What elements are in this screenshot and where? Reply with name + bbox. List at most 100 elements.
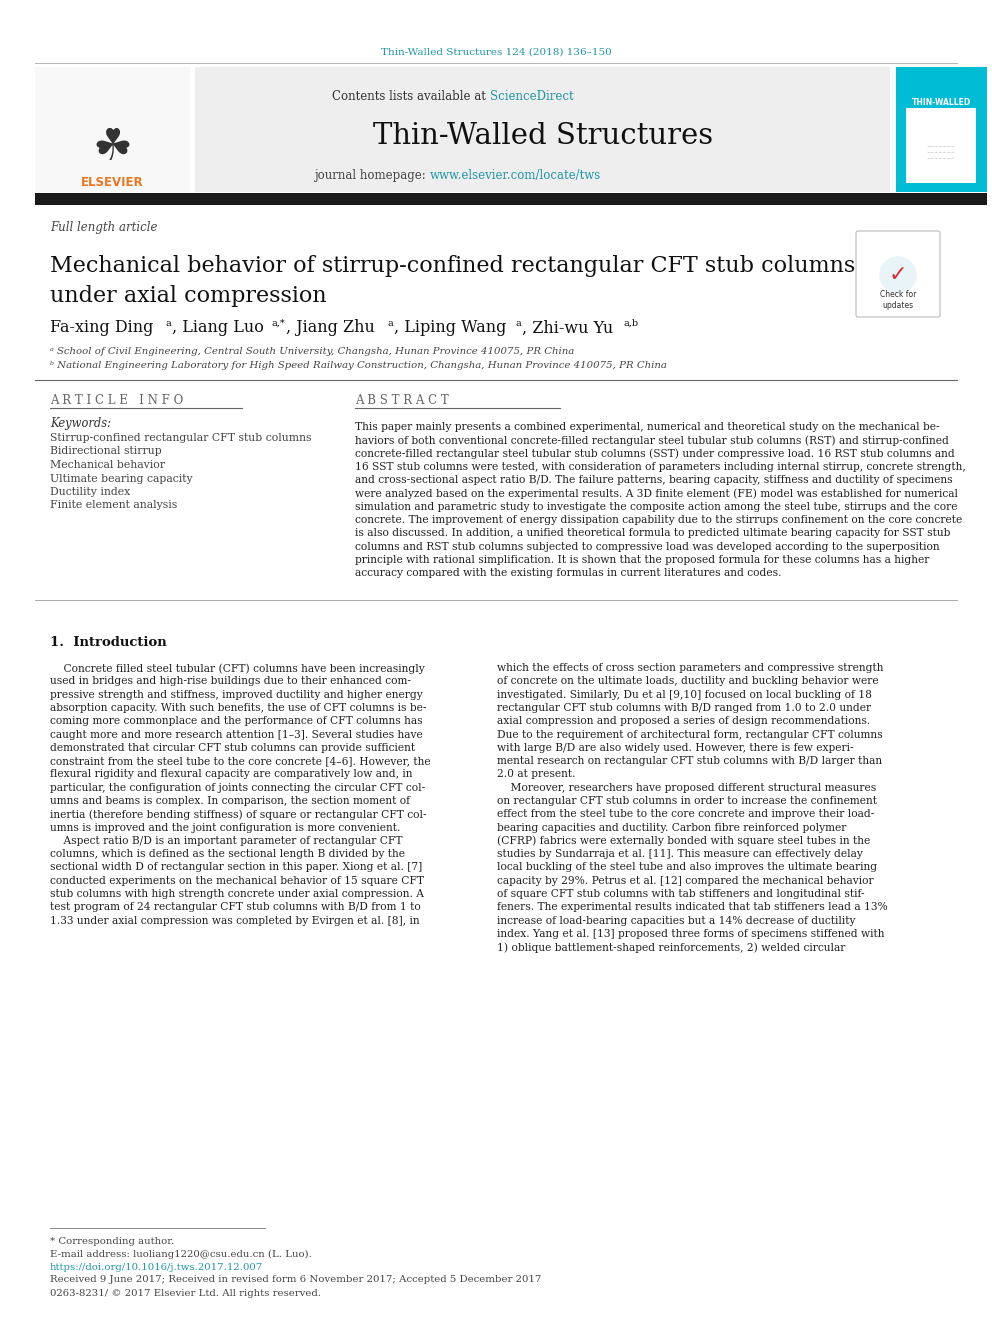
Text: bearing capacities and ductility. Carbon fibre reinforced polymer: bearing capacities and ductility. Carbon… bbox=[497, 823, 846, 832]
Text: and cross-sectional aspect ratio B/D. The failure patterns, bearing capacity, st: and cross-sectional aspect ratio B/D. Th… bbox=[355, 475, 952, 486]
Text: umns is improved and the joint configuration is more convenient.: umns is improved and the joint configura… bbox=[50, 823, 401, 832]
Text: 0263-8231/ © 2017 Elsevier Ltd. All rights reserved.: 0263-8231/ © 2017 Elsevier Ltd. All righ… bbox=[50, 1289, 321, 1298]
FancyBboxPatch shape bbox=[896, 67, 987, 192]
Text: absorption capacity. With such benefits, the use of CFT columns is be-: absorption capacity. With such benefits,… bbox=[50, 703, 427, 713]
Text: particular, the configuration of joints connecting the circular CFT col-: particular, the configuration of joints … bbox=[50, 783, 426, 792]
Text: 1.33 under axial compression was completed by Evirgen et al. [8], in: 1.33 under axial compression was complet… bbox=[50, 916, 420, 926]
Text: www.elsevier.com/locate/tws: www.elsevier.com/locate/tws bbox=[430, 168, 601, 181]
Text: Keywords:: Keywords: bbox=[50, 418, 111, 430]
FancyBboxPatch shape bbox=[35, 67, 190, 192]
Text: flexural rigidity and flexural capacity are comparatively low and, in: flexural rigidity and flexural capacity … bbox=[50, 770, 413, 779]
Text: Bidirectional stirrup: Bidirectional stirrup bbox=[50, 446, 162, 456]
Text: Finite element analysis: Finite element analysis bbox=[50, 500, 178, 511]
Text: of concrete on the ultimate loads, ductility and buckling behavior were: of concrete on the ultimate loads, ducti… bbox=[497, 676, 879, 687]
Text: ELSEVIER: ELSEVIER bbox=[80, 176, 143, 189]
Text: investigated. Similarly, Du et al [9,10] focused on local buckling of 18: investigated. Similarly, Du et al [9,10]… bbox=[497, 689, 872, 700]
Text: ✓: ✓ bbox=[889, 265, 908, 284]
Text: A B S T R A C T: A B S T R A C T bbox=[355, 393, 448, 406]
Text: , Zhi-wu Yu: , Zhi-wu Yu bbox=[522, 319, 613, 336]
FancyBboxPatch shape bbox=[35, 193, 987, 205]
Text: Ductility index: Ductility index bbox=[50, 487, 130, 497]
Text: Mechanical behavior: Mechanical behavior bbox=[50, 460, 165, 470]
Text: ☘: ☘ bbox=[92, 127, 132, 169]
Text: https://doi.org/10.1016/j.tws.2017.12.007: https://doi.org/10.1016/j.tws.2017.12.00… bbox=[50, 1262, 263, 1271]
Text: index. Yang et al. [13] proposed three forms of specimens stiffened with: index. Yang et al. [13] proposed three f… bbox=[497, 929, 885, 939]
Text: 2.0 at present.: 2.0 at present. bbox=[497, 770, 575, 779]
Text: Contents lists available at: Contents lists available at bbox=[332, 90, 490, 103]
Text: A R T I C L E   I N F O: A R T I C L E I N F O bbox=[50, 393, 184, 406]
Text: This paper mainly presents a combined experimental, numerical and theoretical st: This paper mainly presents a combined ex… bbox=[355, 422, 939, 433]
Text: 1.  Introduction: 1. Introduction bbox=[50, 636, 167, 650]
Text: a,b: a,b bbox=[624, 319, 639, 328]
Text: increase of load-bearing capacities but a 14% decrease of ductility: increase of load-bearing capacities but … bbox=[497, 916, 855, 926]
Text: Concrete filled steel tubular (CFT) columns have been increasingly: Concrete filled steel tubular (CFT) colu… bbox=[50, 663, 425, 673]
Text: Full length article: Full length article bbox=[50, 221, 158, 234]
FancyBboxPatch shape bbox=[906, 108, 976, 183]
Text: ScienceDirect: ScienceDirect bbox=[490, 90, 573, 103]
Text: with large B/D are also widely used. However, there is few experi-: with large B/D are also widely used. How… bbox=[497, 742, 854, 753]
Text: coming more commonplace and the performance of CFT columns has: coming more commonplace and the performa… bbox=[50, 716, 423, 726]
Text: used in bridges and high-rise buildings due to their enhanced com-: used in bridges and high-rise buildings … bbox=[50, 676, 411, 687]
Text: , Liping Wang: , Liping Wang bbox=[394, 319, 506, 336]
Text: columns and RST stub columns subjected to compressive load was developed accordi: columns and RST stub columns subjected t… bbox=[355, 541, 939, 552]
Text: journal homepage:: journal homepage: bbox=[314, 168, 430, 181]
Text: is also discussed. In addition, a unified theoretical formula to predicted ultim: is also discussed. In addition, a unifie… bbox=[355, 528, 950, 538]
Text: 1) oblique battlement-shaped reinforcements, 2) welded circular: 1) oblique battlement-shaped reinforceme… bbox=[497, 942, 845, 953]
Text: test program of 24 rectangular CFT stub columns with B/D from 1 to: test program of 24 rectangular CFT stub … bbox=[50, 902, 421, 913]
Text: Fa-xing Ding: Fa-xing Ding bbox=[50, 319, 154, 336]
Text: Due to the requirement of architectural form, rectangular CFT columns: Due to the requirement of architectural … bbox=[497, 729, 883, 740]
Text: feners. The experimental results indicated that tab stiffeners lead a 13%: feners. The experimental results indicat… bbox=[497, 902, 888, 913]
Text: haviors of both conventional concrete-filled rectangular steel tubular stub colu: haviors of both conventional concrete-fi… bbox=[355, 435, 949, 446]
Circle shape bbox=[880, 257, 916, 292]
Text: on rectangular CFT stub columns in order to increase the confinement: on rectangular CFT stub columns in order… bbox=[497, 796, 877, 806]
Text: ᵇ National Engineering Laboratory for High Speed Railway Construction, Changsha,: ᵇ National Engineering Laboratory for Hi… bbox=[50, 361, 667, 370]
Text: caught more and more research attention [1–3]. Several studies have: caught more and more research attention … bbox=[50, 729, 423, 740]
Text: conducted experiments on the mechanical behavior of 15 square CFT: conducted experiments on the mechanical … bbox=[50, 876, 424, 886]
Text: Aspect ratio B/D is an important parameter of rectangular CFT: Aspect ratio B/D is an important paramet… bbox=[50, 836, 403, 845]
Text: Moreover, researchers have proposed different structural measures: Moreover, researchers have proposed diff… bbox=[497, 783, 876, 792]
Text: mental research on rectangular CFT stub columns with B/D larger than: mental research on rectangular CFT stub … bbox=[497, 757, 882, 766]
Text: principle with rational simplification. It is shown that the proposed formula fo: principle with rational simplification. … bbox=[355, 556, 930, 565]
Text: Stirrup-confined rectangular CFT stub columns: Stirrup-confined rectangular CFT stub co… bbox=[50, 433, 311, 443]
Text: Received 9 June 2017; Received in revised form 6 November 2017; Accepted 5 Decem: Received 9 June 2017; Received in revise… bbox=[50, 1275, 542, 1285]
Text: (CFRP) fabrics were externally bonded with square steel tubes in the: (CFRP) fabrics were externally bonded wi… bbox=[497, 836, 870, 847]
Text: pressive strength and stiffness, improved ductility and higher energy: pressive strength and stiffness, improve… bbox=[50, 689, 423, 700]
Text: , Liang Luo: , Liang Luo bbox=[172, 319, 264, 336]
Text: concrete. The improvement of energy dissipation capability due to the stirrups c: concrete. The improvement of energy diss… bbox=[355, 515, 962, 525]
Text: local buckling of the steel tube and also improves the ultimate bearing: local buckling of the steel tube and als… bbox=[497, 863, 877, 872]
Text: ᵃ School of Civil Engineering, Central South University, Changsha, Hunan Provinc: ᵃ School of Civil Engineering, Central S… bbox=[50, 348, 574, 356]
Text: THIN-WALLED
STRUCTURES: THIN-WALLED STRUCTURES bbox=[912, 98, 970, 118]
Text: Ultimate bearing capacity: Ultimate bearing capacity bbox=[50, 474, 192, 483]
Text: Thin-Walled Structures 124 (2018) 136–150: Thin-Walled Structures 124 (2018) 136–15… bbox=[381, 48, 611, 57]
Text: effect from the steel tube to the core concrete and improve their load-: effect from the steel tube to the core c… bbox=[497, 810, 874, 819]
FancyBboxPatch shape bbox=[856, 232, 940, 318]
Text: Thin-Walled Structures: Thin-Walled Structures bbox=[373, 122, 713, 149]
Text: Check for
updates: Check for updates bbox=[880, 290, 917, 311]
Text: demonstrated that circular CFT stub columns can provide sufficient: demonstrated that circular CFT stub colu… bbox=[50, 742, 415, 753]
Text: columns, which is defined as the sectional length B divided by the: columns, which is defined as the section… bbox=[50, 849, 405, 859]
Text: were analyzed based on the experimental results. A 3D finite element (FE) model : were analyzed based on the experimental … bbox=[355, 488, 958, 499]
Text: of square CFT stub columns with tab stiffeners and longitudinal stif-: of square CFT stub columns with tab stif… bbox=[497, 889, 865, 900]
FancyBboxPatch shape bbox=[195, 67, 890, 192]
Text: E-mail address: luoliang1220@csu.edu.cn (L. Luo).: E-mail address: luoliang1220@csu.edu.cn … bbox=[50, 1249, 311, 1258]
Text: a,*: a,* bbox=[272, 319, 286, 328]
Text: , Jiang Zhu: , Jiang Zhu bbox=[286, 319, 375, 336]
Text: umns and beams is complex. In comparison, the section moment of: umns and beams is complex. In comparison… bbox=[50, 796, 410, 806]
Text: capacity by 29%. Petrus et al. [12] compared the mechanical behavior: capacity by 29%. Petrus et al. [12] comp… bbox=[497, 876, 874, 886]
Text: concrete-filled rectangular steel tubular stub columns (SST) under compressive l: concrete-filled rectangular steel tubula… bbox=[355, 448, 954, 459]
Text: accuracy compared with the existing formulas in current literatures and codes.: accuracy compared with the existing form… bbox=[355, 569, 782, 578]
Text: 16 SST stub columns were tested, with consideration of parameters including inte: 16 SST stub columns were tested, with co… bbox=[355, 462, 966, 472]
Text: studies by Sundarraja et al. [11]. This measure can effectively delay: studies by Sundarraja et al. [11]. This … bbox=[497, 849, 863, 859]
Text: a: a bbox=[516, 319, 522, 328]
Text: simulation and parametric study to investigate the composite action among the st: simulation and parametric study to inves… bbox=[355, 501, 957, 512]
Text: Mechanical behavior of stirrup-confined rectangular CFT stub columns: Mechanical behavior of stirrup-confined … bbox=[50, 255, 855, 277]
Text: axial compression and proposed a series of design recommendations.: axial compression and proposed a series … bbox=[497, 716, 870, 726]
Text: stub columns with high strength concrete under axial compression. A: stub columns with high strength concrete… bbox=[50, 889, 424, 900]
Text: sectional width D of rectangular section in this paper. Xiong et al. [7]: sectional width D of rectangular section… bbox=[50, 863, 423, 872]
Text: constraint from the steel tube to the core concrete [4–6]. However, the: constraint from the steel tube to the co… bbox=[50, 757, 431, 766]
Text: rectangular CFT stub columns with B/D ranged from 1.0 to 2.0 under: rectangular CFT stub columns with B/D ra… bbox=[497, 703, 871, 713]
Text: * Corresponding author.: * Corresponding author. bbox=[50, 1237, 175, 1245]
Text: which the effects of cross section parameters and compressive strength: which the effects of cross section param… bbox=[497, 663, 884, 673]
Text: under axial compression: under axial compression bbox=[50, 284, 326, 307]
Text: ~~~~~~~
~~~~~~~
~~~~~~~: ~~~~~~~ ~~~~~~~ ~~~~~~~ bbox=[927, 144, 955, 161]
